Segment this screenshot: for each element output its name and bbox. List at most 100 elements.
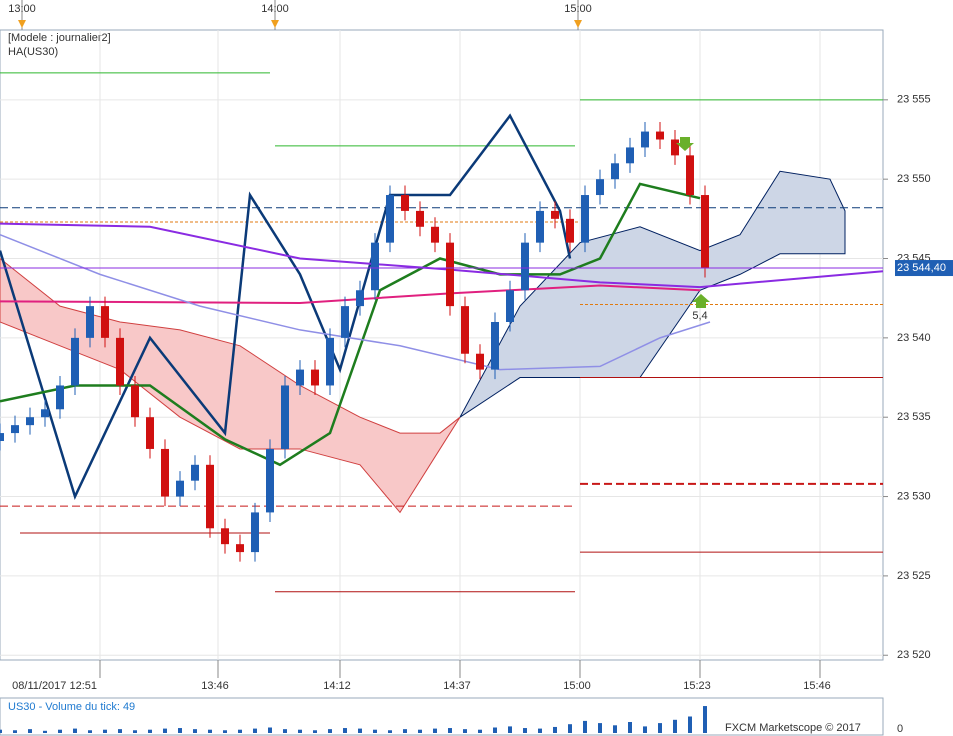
candle-body bbox=[281, 385, 289, 449]
top-tick-label: 13:00 bbox=[8, 3, 36, 15]
volume-bar bbox=[28, 729, 32, 733]
volume-bar bbox=[658, 723, 662, 733]
candle-body bbox=[641, 131, 649, 148]
top-tick-marker bbox=[18, 20, 26, 28]
volume-bar bbox=[223, 730, 227, 733]
candle-body bbox=[566, 218, 574, 243]
volume-bar bbox=[133, 730, 137, 733]
y-tick-label: 23 535 bbox=[897, 411, 931, 423]
candle-body bbox=[71, 337, 79, 386]
volume-bar bbox=[88, 730, 92, 733]
candle-body bbox=[191, 464, 199, 481]
candle-body bbox=[0, 433, 4, 442]
x-tick-label: 13:46 bbox=[201, 680, 229, 692]
buy-arrow bbox=[692, 294, 710, 308]
volume-bar bbox=[118, 729, 122, 733]
volume-bar bbox=[643, 726, 647, 733]
candle-body bbox=[251, 512, 259, 553]
candle-body bbox=[626, 147, 634, 164]
volume-bar bbox=[568, 724, 572, 733]
candle-body bbox=[236, 544, 244, 553]
volume-bar bbox=[433, 728, 437, 733]
candle-body bbox=[56, 385, 64, 410]
volume-bar bbox=[313, 730, 317, 733]
candle-body bbox=[491, 321, 499, 370]
top-tick-marker bbox=[574, 20, 582, 28]
candle-body bbox=[161, 448, 169, 497]
volume-bar bbox=[583, 720, 587, 733]
volume-bar bbox=[283, 729, 287, 733]
x-tick-label: 08/11/2017 12:51 bbox=[12, 680, 97, 692]
volume-bar bbox=[418, 729, 422, 733]
candle-body bbox=[86, 306, 94, 338]
volume-frame bbox=[0, 697, 884, 736]
volume-bar bbox=[208, 729, 212, 733]
y-tick-label: 23 555 bbox=[897, 94, 931, 106]
candle-body bbox=[401, 195, 409, 211]
plot-frame bbox=[0, 29, 884, 661]
y-tick-label: 23 550 bbox=[897, 173, 931, 185]
candle-body bbox=[596, 179, 604, 196]
candle-body bbox=[311, 369, 319, 386]
volume-tick-label: 0 bbox=[897, 723, 903, 735]
candle-body bbox=[371, 242, 379, 291]
volume-bar bbox=[58, 729, 62, 733]
x-tick-label: 14:37 bbox=[443, 680, 471, 692]
candle-body bbox=[431, 226, 439, 243]
candle-body bbox=[416, 210, 424, 227]
y-tick-label: 23 530 bbox=[897, 490, 931, 502]
volume-bar bbox=[478, 729, 482, 733]
indicator-label: HA(US30) bbox=[8, 46, 58, 58]
volume-bar bbox=[448, 728, 452, 733]
volume-bar bbox=[373, 729, 377, 733]
volume-bar bbox=[193, 729, 197, 733]
y-tick-label: 23 520 bbox=[897, 649, 931, 661]
top-tick-marker bbox=[271, 20, 279, 28]
candle-body bbox=[506, 290, 514, 322]
top-tick-label: 14:00 bbox=[261, 3, 289, 15]
candle-body bbox=[296, 369, 304, 386]
indicator-line bbox=[0, 113, 572, 501]
volume-bar bbox=[673, 719, 677, 733]
candle-body bbox=[326, 337, 334, 386]
volume-bar bbox=[538, 728, 542, 733]
volume-bar bbox=[178, 728, 182, 733]
volume-bar bbox=[163, 728, 167, 733]
candle-body bbox=[341, 306, 349, 338]
candle-body bbox=[386, 195, 394, 243]
y-tick-label: 23 540 bbox=[897, 332, 931, 344]
volume-bar bbox=[358, 728, 362, 733]
volume-bar bbox=[238, 729, 242, 733]
candle-body bbox=[116, 337, 124, 386]
candle-body bbox=[26, 417, 34, 426]
price-tag-box bbox=[895, 260, 953, 277]
indicator-line bbox=[0, 234, 711, 371]
volume-bar bbox=[253, 728, 257, 733]
volume-bar bbox=[268, 727, 272, 733]
x-tick-label: 15:23 bbox=[683, 680, 711, 692]
brand: FXCM Marketscope © 2017 bbox=[725, 722, 861, 734]
candle-body bbox=[581, 195, 589, 243]
candle-body bbox=[146, 417, 154, 449]
volume-bar bbox=[403, 729, 407, 733]
volume-bar bbox=[598, 723, 602, 733]
candle-body bbox=[551, 210, 559, 219]
price-tag: 23 544,40 bbox=[897, 262, 946, 274]
y-tick-label: 23 525 bbox=[897, 570, 931, 582]
volume-bar bbox=[613, 725, 617, 733]
volume-bar bbox=[463, 729, 467, 733]
volume-bar bbox=[328, 729, 332, 733]
candle-body bbox=[536, 210, 544, 243]
candle-body bbox=[11, 425, 19, 434]
volume-bar bbox=[73, 728, 77, 733]
volume-bar bbox=[13, 730, 17, 733]
volume-bar bbox=[388, 730, 392, 733]
annotation: 5,4 bbox=[692, 310, 707, 322]
volume-bar bbox=[0, 729, 2, 733]
volume-bar bbox=[553, 726, 557, 733]
volume-label: US30 - Volume du tick: 49 bbox=[8, 701, 135, 713]
candle-body bbox=[266, 448, 274, 513]
candle-body bbox=[521, 242, 529, 291]
top-tick-label: 15:00 bbox=[564, 3, 592, 15]
